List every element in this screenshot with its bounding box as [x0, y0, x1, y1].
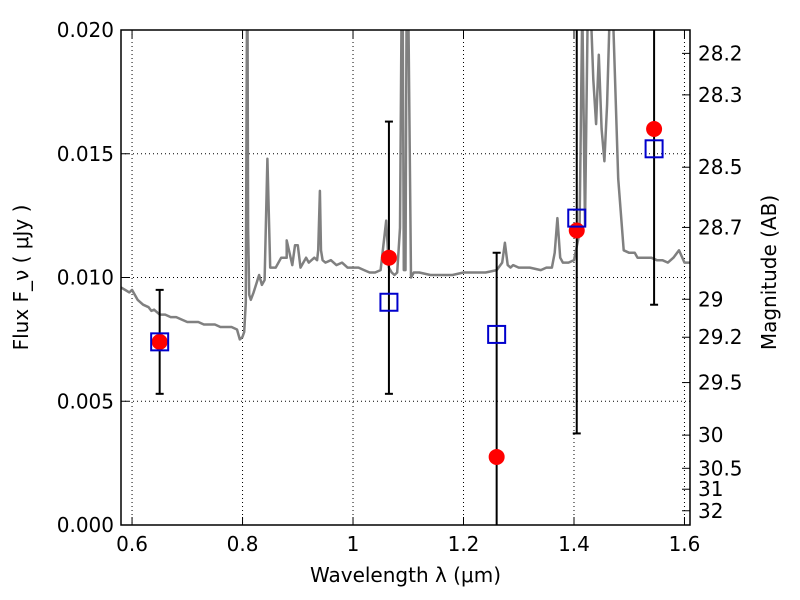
right-tick-label: 30.5 — [698, 456, 743, 480]
model-point — [567, 208, 587, 228]
right-tick-label: 28.2 — [698, 41, 743, 65]
observed-point — [568, 222, 585, 239]
y-axis-label: Flux F_ν ( μJy ) — [9, 205, 33, 351]
spectrum-line — [121, 30, 690, 341]
x-tick-label: 1.2 — [448, 532, 480, 556]
model-point — [487, 324, 507, 344]
model-point — [644, 139, 664, 159]
right-tick-label: 30 — [698, 423, 723, 447]
axis-ticks: 0.6 0.8 1 1.2 1.4 1.6 0.000 0.005 0.010 0.015 0.02… — [57, 18, 743, 556]
x-tick-label: 1.4 — [558, 532, 590, 556]
right-tick-label: 28.3 — [698, 83, 743, 107]
y-tick-label: 0.020 — [57, 18, 114, 42]
x-tick-label: 0.8 — [227, 532, 259, 556]
right-tick-label: 29.2 — [698, 325, 743, 349]
observed-point — [380, 249, 397, 266]
right-axis-label: Magnitude (AB) — [757, 195, 781, 350]
right-tick-label: 29 — [698, 287, 723, 311]
x-tick-label: 0.6 — [116, 532, 148, 556]
y-tick-label: 0.010 — [57, 266, 114, 290]
right-tick-label: 28.7 — [698, 215, 743, 239]
right-tick-label: 29.5 — [698, 371, 743, 395]
x-tick-label: 1 — [347, 532, 360, 556]
model-point — [150, 332, 170, 352]
observed-point — [488, 448, 505, 465]
observed-point — [646, 121, 663, 137]
right-tick-label: 28.5 — [698, 155, 743, 179]
right-tick-label: 31 — [698, 477, 723, 501]
model-point — [379, 292, 399, 312]
plot-area — [121, 30, 690, 525]
x-axis-label: Wavelength λ (μm) — [310, 563, 501, 587]
y-tick-label: 0.005 — [57, 389, 114, 413]
right-tick-label: 32 — [698, 499, 723, 523]
x-tick-label: 1.6 — [669, 532, 701, 556]
y-tick-label: 0.015 — [57, 142, 114, 166]
observed-point — [151, 333, 168, 350]
y-tick-label: 0.000 — [57, 513, 114, 537]
